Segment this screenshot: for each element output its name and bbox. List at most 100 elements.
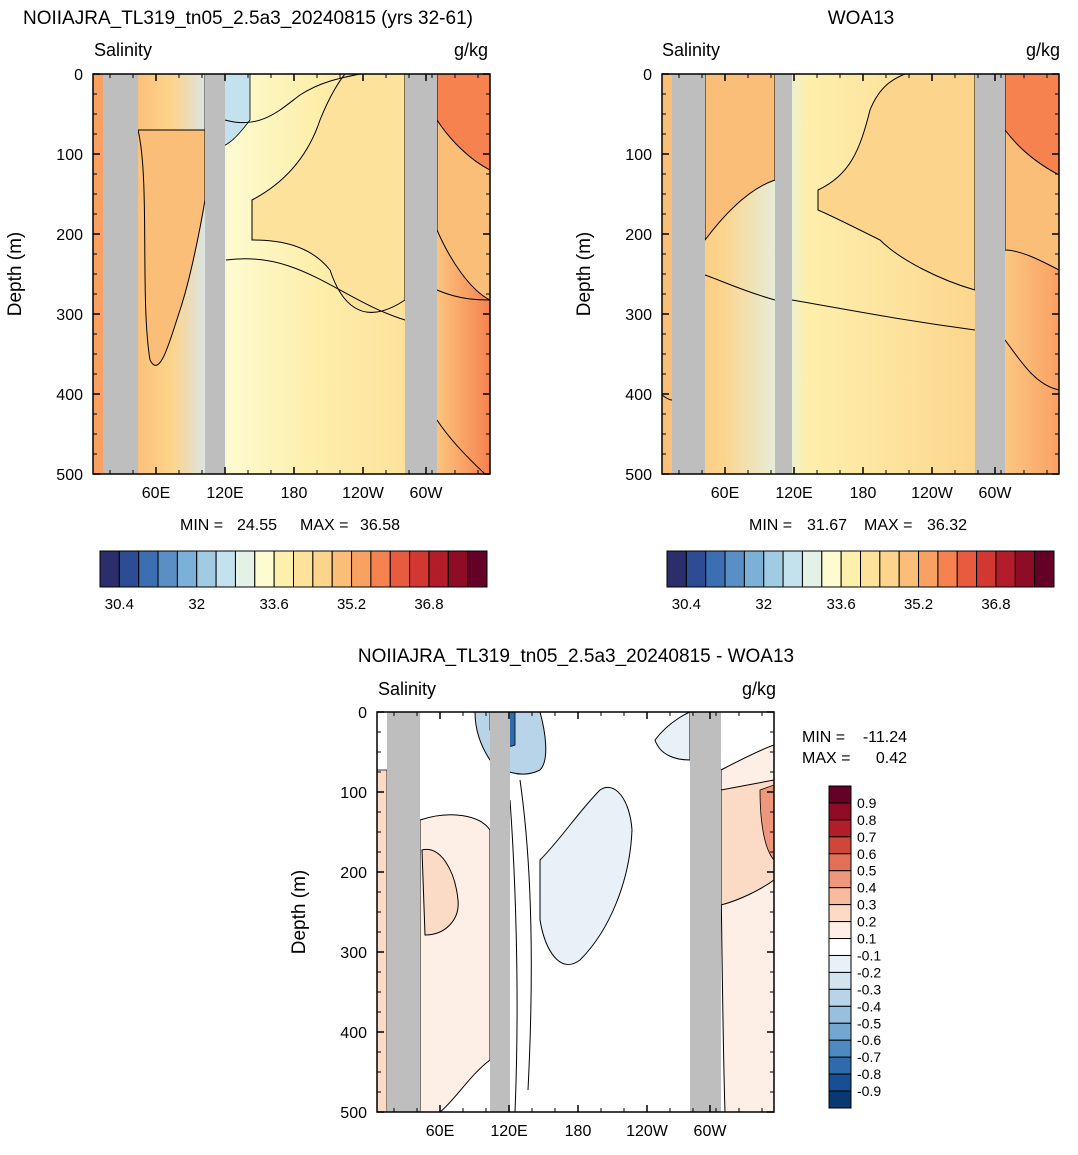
y-tick-label: 300 bbox=[56, 307, 83, 324]
min-label: MIN = bbox=[802, 729, 845, 746]
axes: 0 100 200 300 400 500 60E 120E 180 120W 60W bbox=[625, 67, 1059, 502]
max-value: 36.58 bbox=[360, 517, 400, 534]
difference-region bbox=[539, 787, 633, 965]
colorbar-label: 0.1 bbox=[857, 931, 877, 947]
colorbar-box bbox=[312, 550, 333, 588]
colorbar-box bbox=[860, 550, 881, 588]
difference-region bbox=[377, 769, 388, 1112]
contour-line bbox=[224, 74, 361, 124]
colorbar-box bbox=[782, 550, 803, 588]
axes: 0 100 200 300 400 500 60E 120E 180 120W 60W bbox=[340, 705, 774, 1140]
colorbar-label: 0.7 bbox=[857, 829, 877, 845]
woa13-panel: WOA13 Salinity g/kg 0 100 200 300 400 500 60E 1… bbox=[574, 8, 1060, 613]
colorbar-label: 36.8 bbox=[414, 596, 443, 613]
x-tick-label: 120W bbox=[911, 485, 954, 502]
colorbar-box bbox=[370, 550, 391, 588]
contour-line bbox=[509, 799, 518, 1112]
y-tick-label: 200 bbox=[625, 227, 652, 244]
colorbar-label: 35.2 bbox=[337, 596, 366, 613]
x-tick-label: 120E bbox=[490, 1123, 527, 1140]
contour-line bbox=[662, 394, 673, 401]
colorbar-box bbox=[157, 550, 178, 588]
colorbar-label: -0.8 bbox=[857, 1066, 881, 1082]
max-label: MAX = bbox=[802, 750, 850, 767]
contour-line bbox=[704, 274, 776, 301]
colorbar-label: 0.6 bbox=[857, 846, 877, 862]
salinity-region bbox=[662, 74, 672, 400]
colorbar-label: -0.1 bbox=[857, 947, 881, 963]
salinity-region bbox=[137, 129, 206, 366]
x-tick-label: 120W bbox=[342, 485, 385, 502]
colorbar-box bbox=[409, 550, 430, 588]
colorbar-box bbox=[428, 550, 449, 588]
colorbar-label: -0.9 bbox=[857, 1083, 881, 1099]
colorbar-label: -0.2 bbox=[857, 964, 881, 980]
contour-line bbox=[1004, 339, 1059, 391]
x-tick-label: 60W bbox=[410, 485, 444, 502]
ylabel: Depth (m) bbox=[289, 870, 310, 954]
y-tick-label: 500 bbox=[56, 467, 83, 484]
colorbar-box bbox=[828, 1090, 852, 1109]
colorbar-label: 0.4 bbox=[857, 880, 877, 896]
colorbar-label: 0.9 bbox=[857, 795, 877, 811]
land-mask bbox=[103, 74, 138, 474]
colorbar-box bbox=[99, 550, 120, 588]
colorbar-box bbox=[763, 550, 784, 588]
colorbar-label: 33.6 bbox=[827, 596, 856, 613]
x-tick-label: 60E bbox=[142, 485, 170, 502]
y-tick-label: 500 bbox=[625, 467, 652, 484]
land-mask bbox=[405, 74, 437, 474]
contour-line bbox=[519, 779, 532, 1091]
colorbar-box bbox=[351, 550, 372, 588]
colorbar-box bbox=[828, 1073, 852, 1092]
colorbar-label: 30.4 bbox=[105, 596, 134, 613]
y-tick-label: 0 bbox=[74, 67, 83, 84]
colorbar-box bbox=[828, 988, 852, 1007]
x-tick-label: 60W bbox=[979, 485, 1013, 502]
colorbar-label: -0.7 bbox=[857, 1049, 881, 1065]
colorbar-box bbox=[828, 904, 852, 923]
colorbar-label: 0.2 bbox=[857, 914, 877, 930]
land-mask bbox=[672, 74, 705, 474]
variable-label: Salinity bbox=[94, 40, 152, 60]
colorbar-box bbox=[828, 971, 852, 990]
variable-label: Salinity bbox=[378, 679, 436, 699]
colorbar-box bbox=[937, 550, 958, 588]
colorbar-box bbox=[447, 550, 469, 588]
colorbar-label: 0.5 bbox=[857, 863, 877, 879]
colorbar-label: -0.5 bbox=[857, 1015, 881, 1031]
colorbar-box bbox=[254, 550, 275, 588]
colorbar-box bbox=[828, 853, 852, 872]
units-label: g/kg bbox=[742, 679, 776, 699]
colorbar-box bbox=[828, 785, 852, 804]
colorbar-box bbox=[828, 1039, 852, 1058]
colorbar-box bbox=[705, 550, 726, 588]
colorbar: 30.4 32 33.6 35.2 36.8 bbox=[666, 550, 1055, 613]
colorbar-label: 36.8 bbox=[981, 596, 1010, 613]
variable-label: Salinity bbox=[662, 40, 720, 60]
x-tick-label: 180 bbox=[565, 1123, 592, 1140]
colorbar-box bbox=[724, 550, 745, 588]
colorbar-label: 35.2 bbox=[904, 596, 933, 613]
colorbar-box bbox=[176, 550, 198, 588]
y-tick-label: 400 bbox=[340, 1025, 367, 1042]
colorbar-label: 0.3 bbox=[857, 897, 877, 913]
colorbar-label: 32 bbox=[755, 596, 772, 613]
colorbar-box bbox=[828, 954, 852, 973]
y-tick-label: 400 bbox=[56, 387, 83, 404]
colorbar-box bbox=[828, 836, 852, 855]
y-tick-label: 200 bbox=[56, 227, 83, 244]
colorbar-box bbox=[821, 550, 842, 588]
y-tick-label: 100 bbox=[56, 147, 83, 164]
x-tick-label: 120E bbox=[206, 485, 243, 502]
colorbar-box bbox=[918, 550, 939, 588]
colorbar-box bbox=[828, 1005, 852, 1024]
ylabel: Depth (m) bbox=[5, 232, 26, 316]
y-tick-label: 400 bbox=[625, 387, 652, 404]
colorbar-label: 32 bbox=[188, 596, 205, 613]
land-mask bbox=[690, 712, 721, 1112]
colorbar-box bbox=[389, 550, 411, 588]
colorbar-label: -0.6 bbox=[857, 1032, 881, 1048]
colorbar-box bbox=[976, 550, 997, 588]
